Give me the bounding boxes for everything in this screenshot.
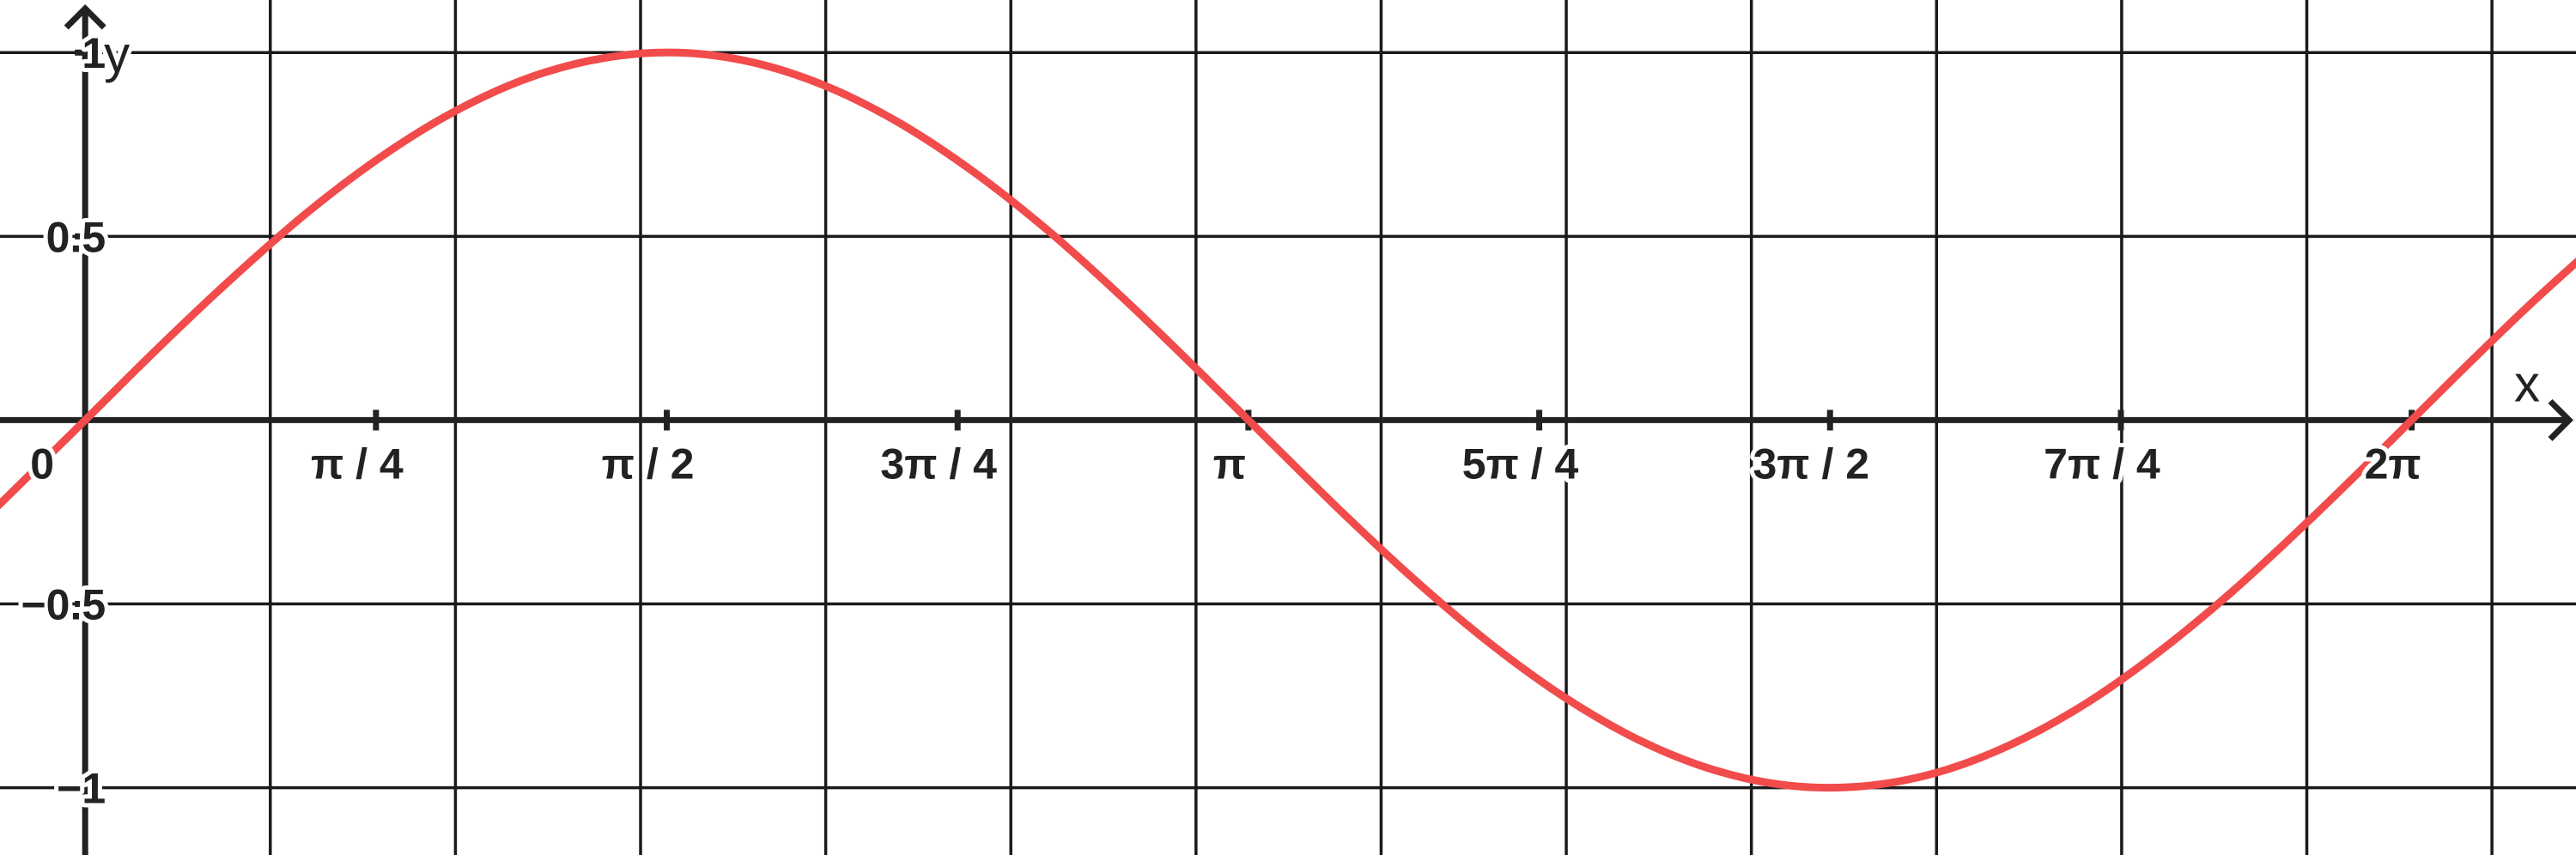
x-axis-arrow: [2548, 398, 2573, 441]
y-tick-label: −0.5: [21, 581, 106, 629]
y-axis-label: y: [104, 26, 130, 83]
axes: [0, 4, 2573, 855]
x-tick-label: π / 4: [311, 440, 404, 488]
x-tick-label: π: [1213, 440, 1246, 488]
x-tick-label: 3π / 4: [880, 440, 997, 488]
x-tick-label: 3π / 2: [1753, 440, 1869, 488]
plot-area: [0, 48, 2576, 792]
x-tick-label: 5π / 4: [1462, 440, 1579, 488]
y-tick-label: 1: [82, 29, 106, 77]
x-tick-label: 7π / 4: [2044, 440, 2160, 488]
x-tick-label: π / 2: [602, 440, 695, 488]
x-tick-label: 2π: [2365, 440, 2421, 488]
y-tick-label: −1: [57, 765, 106, 813]
y-axis-arrow: [64, 4, 106, 30]
sine-curve: [0, 48, 2576, 792]
x-axis-label: x: [2514, 355, 2540, 412]
x-tick-label: 0: [30, 440, 54, 488]
labels: 0 π / 4 π / 2 3π / 4 π 5π / 4 3π / 2 7π / 4 2π −1…: [16, 21, 2544, 817]
y-tick-label: 0.5: [46, 213, 106, 261]
